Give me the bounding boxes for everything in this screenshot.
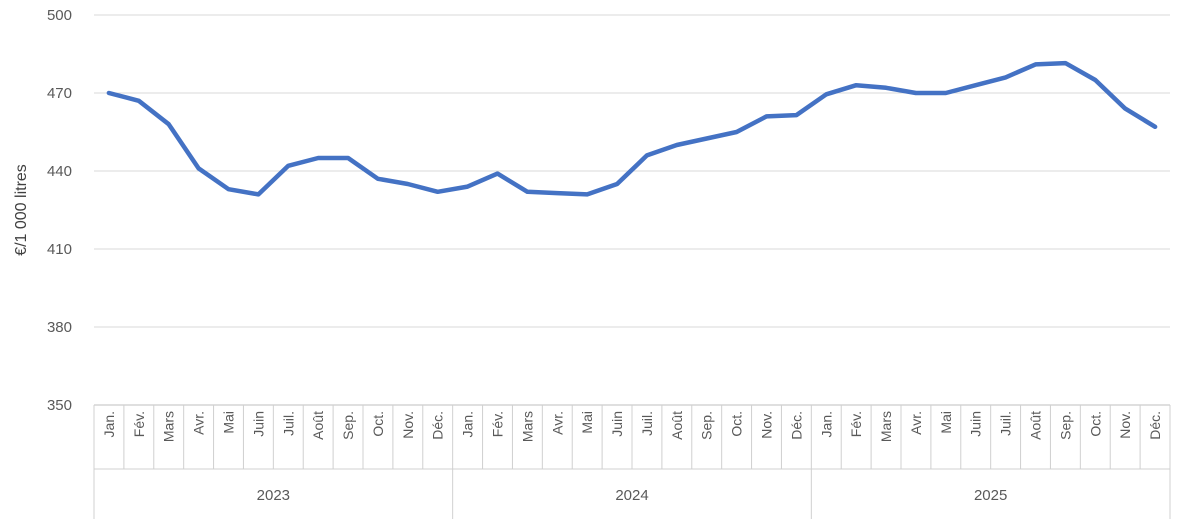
x-tick-label: Oct. xyxy=(1087,411,1103,437)
data-point xyxy=(794,113,798,117)
x-year-label: 2024 xyxy=(615,487,648,504)
data-point xyxy=(944,91,948,95)
data-point xyxy=(824,92,828,96)
data-point xyxy=(645,153,649,157)
data-point xyxy=(884,86,888,90)
x-tick-label: Sep. xyxy=(340,411,356,440)
data-point xyxy=(1063,61,1067,65)
x-tick-label: Mars xyxy=(878,411,894,442)
x-tick-label: Mai xyxy=(938,411,954,434)
x-year-label: 2025 xyxy=(974,487,1007,504)
data-point xyxy=(197,166,201,170)
data-point xyxy=(585,192,589,196)
x-tick-label: Déc. xyxy=(430,411,446,440)
y-tick-label: 470 xyxy=(47,85,72,102)
y-tick-label: 350 xyxy=(47,397,72,414)
data-point xyxy=(854,83,858,87)
data-point xyxy=(555,191,559,195)
x-tick-label: Juil. xyxy=(998,411,1014,436)
x-tick-label: Avr. xyxy=(191,411,207,435)
data-point xyxy=(974,83,978,87)
x-tick-label: Avr. xyxy=(908,411,924,435)
data-point xyxy=(615,182,619,186)
x-tick-label: Jan. xyxy=(101,411,117,437)
x-tick-label: Juil. xyxy=(280,411,296,436)
x-tick-label: Oct. xyxy=(729,411,745,437)
data-point xyxy=(496,172,500,176)
x-tick-label: Sep. xyxy=(699,411,715,440)
data-point xyxy=(1123,107,1127,111)
series-points xyxy=(107,61,1157,196)
x-tick-label: Nov. xyxy=(759,411,775,439)
data-point xyxy=(1004,75,1008,79)
x-tick-label: Fév. xyxy=(131,411,147,437)
data-point xyxy=(735,130,739,134)
x-tick-label: Juin xyxy=(609,411,625,437)
x-tick-label: Août xyxy=(310,411,326,440)
data-point xyxy=(1093,78,1097,82)
series-line xyxy=(106,60,1158,197)
data-point xyxy=(914,91,918,95)
data-point xyxy=(376,177,380,181)
data-point xyxy=(256,192,260,196)
x-tick-label: Août xyxy=(669,411,685,440)
x-tick-label: Août xyxy=(1028,411,1044,440)
x-year-label: 2023 xyxy=(257,487,290,504)
x-tick-label: Oct. xyxy=(370,411,386,437)
data-point xyxy=(227,187,231,191)
y-axis-ticks: 350 380 410 440 470 500 xyxy=(47,7,72,414)
data-point xyxy=(466,185,470,189)
x-tick-label: Déc. xyxy=(788,411,804,440)
x-tick-label: Nov. xyxy=(1117,411,1133,439)
y-tick-label: 380 xyxy=(47,319,72,336)
data-point xyxy=(316,156,320,160)
x-tick-label: Mai xyxy=(579,411,595,434)
data-point xyxy=(1153,125,1157,129)
y-tick-label: 440 xyxy=(47,163,72,180)
x-tick-label: Jan. xyxy=(460,411,476,437)
x-tick-label: Fév. xyxy=(848,411,864,437)
data-point xyxy=(286,164,290,168)
data-point xyxy=(137,99,141,103)
x-tick-label: Mai xyxy=(221,411,237,434)
x-tick-label: Mars xyxy=(519,411,535,442)
x-tick-label: Nov. xyxy=(400,411,416,439)
data-point xyxy=(346,156,350,160)
y-axis-label: €/1 000 litres xyxy=(13,164,30,256)
x-axis: Jan. Fév. Mars Avr. Mai Juin Juil. Août Sep. Oct.… xyxy=(93,404,1171,519)
x-tick-label: Juin xyxy=(250,411,266,437)
data-point xyxy=(675,143,679,147)
x-tick-label: Juil. xyxy=(639,411,655,436)
x-tick-label: Jan. xyxy=(818,411,834,437)
x-tick-label: Fév. xyxy=(490,411,506,437)
y-tick-label: 410 xyxy=(47,241,72,258)
data-point xyxy=(705,137,709,141)
x-tick-label: Sep. xyxy=(1057,411,1073,440)
x-tick-label: Avr. xyxy=(549,411,565,435)
x-tick-label: Déc. xyxy=(1147,411,1163,440)
x-tick-label: Mars xyxy=(161,411,177,442)
data-point xyxy=(107,91,111,95)
data-point xyxy=(525,190,529,194)
data-point xyxy=(1034,62,1038,66)
y-tick-label: 500 xyxy=(47,7,72,24)
data-point xyxy=(765,114,769,118)
data-point xyxy=(436,190,440,194)
x-tick-label: Juin xyxy=(968,411,984,437)
data-point xyxy=(167,122,171,126)
data-point xyxy=(406,182,410,186)
